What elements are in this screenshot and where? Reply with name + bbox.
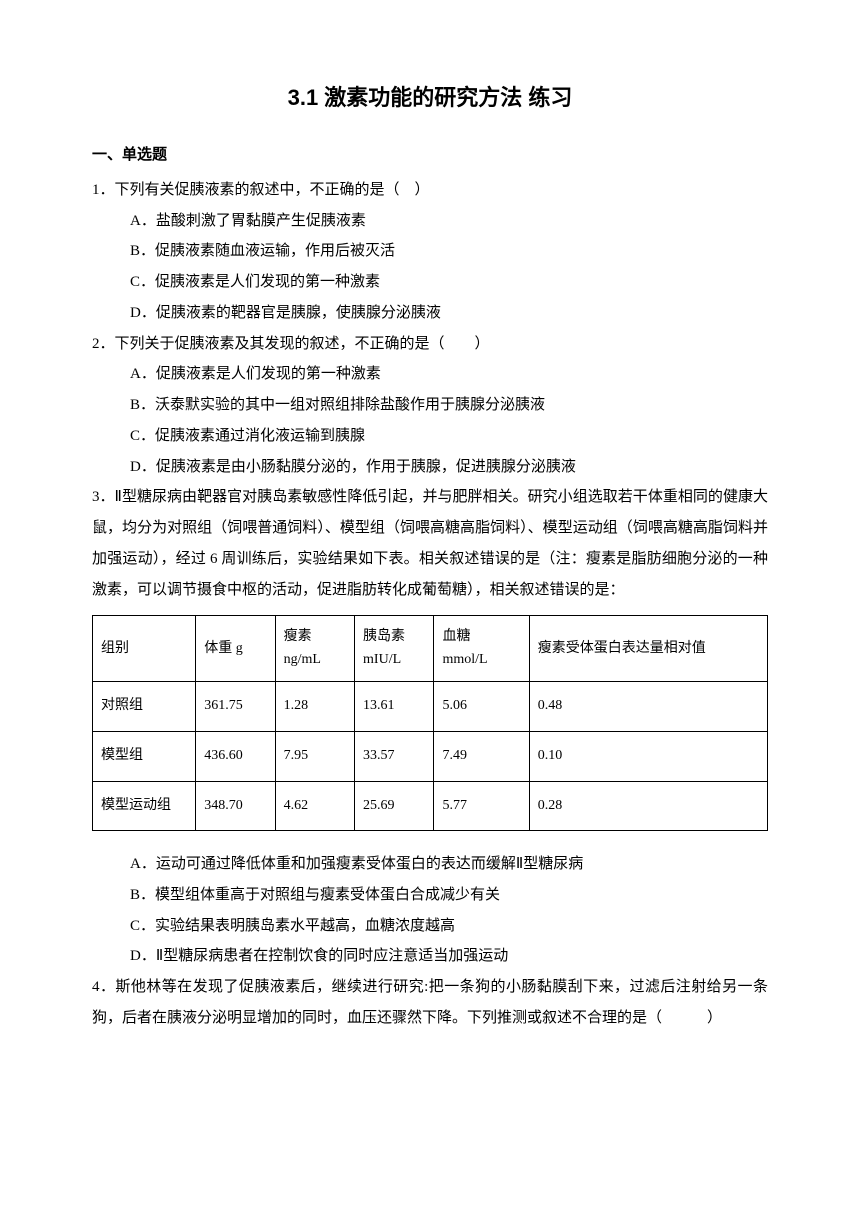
table-cell: 25.69 xyxy=(355,781,434,831)
option-d: D．Ⅱ型糖尿病患者在控制饮食的同时应注意适当加强运动 xyxy=(92,941,768,972)
question-3-options: A．运动可通过降低体重和加强瘦素受体蛋白的表达而缓解Ⅱ型糖尿病 B．模型组体重高… xyxy=(92,849,768,972)
table-row: 对照组 361.75 1.28 13.61 5.06 0.48 xyxy=(93,682,768,732)
table-cell: 0.48 xyxy=(529,682,767,732)
table-cell: 33.57 xyxy=(355,731,434,781)
table-header: 瘦素ng/mL xyxy=(275,616,354,682)
table-cell: 348.70 xyxy=(196,781,275,831)
option-a: A．盐酸刺激了胃黏膜产生促胰液素 xyxy=(92,206,768,237)
table-cell: 对照组 xyxy=(93,682,196,732)
question-stem: 3．Ⅱ型糖尿病由靶器官对胰岛素敏感性降低引起，并与肥胖相关。研究小组选取若干体重… xyxy=(92,482,768,605)
table-header: 瘦素受体蛋白表达量相对值 xyxy=(529,616,767,682)
table-header: 组别 xyxy=(93,616,196,682)
option-c: C．促胰液素是人们发现的第一种激素 xyxy=(92,267,768,298)
table-cell: 361.75 xyxy=(196,682,275,732)
table-cell: 0.28 xyxy=(529,781,767,831)
table-cell: 7.49 xyxy=(434,731,529,781)
table-header: 体重 g xyxy=(196,616,275,682)
section-header: 一、单选题 xyxy=(92,140,768,171)
question-stem: 1．下列有关促胰液素的叙述中，不正确的是（ ） xyxy=(92,175,768,206)
option-a: A．促胰液素是人们发现的第一种激素 xyxy=(92,359,768,390)
question-4: 4．斯他林等在发现了促胰液素后，继续进行研究:把一条狗的小肠黏膜刮下来，过滤后注… xyxy=(92,972,768,1034)
table-cell: 模型运动组 xyxy=(93,781,196,831)
table-cell: 5.77 xyxy=(434,781,529,831)
option-a: A．运动可通过降低体重和加强瘦素受体蛋白的表达而缓解Ⅱ型糖尿病 xyxy=(92,849,768,880)
question-1: 1．下列有关促胰液素的叙述中，不正确的是（ ） A．盐酸刺激了胃黏膜产生促胰液素… xyxy=(92,175,768,329)
data-table: 组别 体重 g 瘦素ng/mL 胰岛素mIU/L 血糖mmol/L 瘦素受体蛋白… xyxy=(92,615,768,831)
table-cell: 13.61 xyxy=(355,682,434,732)
option-d: D．促胰液素的靶器官是胰腺，使胰腺分泌胰液 xyxy=(92,298,768,329)
table-cell: 模型组 xyxy=(93,731,196,781)
option-c: C．实验结果表明胰岛素水平越高，血糖浓度越高 xyxy=(92,911,768,942)
question-stem: 4．斯他林等在发现了促胰液素后，继续进行研究:把一条狗的小肠黏膜刮下来，过滤后注… xyxy=(92,972,768,1034)
document-title: 3.1 激素功能的研究方法 练习 xyxy=(92,75,768,120)
option-d: D．促胰液素是由小肠黏膜分泌的，作用于胰腺，促进胰腺分泌胰液 xyxy=(92,452,768,483)
table-cell: 1.28 xyxy=(275,682,354,732)
table-cell: 7.95 xyxy=(275,731,354,781)
question-3: 3．Ⅱ型糖尿病由靶器官对胰岛素敏感性降低引起，并与肥胖相关。研究小组选取若干体重… xyxy=(92,482,768,605)
option-b: B．模型组体重高于对照组与瘦素受体蛋白合成减少有关 xyxy=(92,880,768,911)
table-cell: 4.62 xyxy=(275,781,354,831)
option-c: C．促胰液素通过消化液运输到胰腺 xyxy=(92,421,768,452)
option-b: B．促胰液素随血液运输，作用后被灭活 xyxy=(92,236,768,267)
table-cell: 436.60 xyxy=(196,731,275,781)
table-row: 模型运动组 348.70 4.62 25.69 5.77 0.28 xyxy=(93,781,768,831)
question-stem: 2．下列关于促胰液素及其发现的叙述，不正确的是（ ） xyxy=(92,329,768,360)
table-cell: 5.06 xyxy=(434,682,529,732)
option-b: B．沃泰默实验的其中一组对照组排除盐酸作用于胰腺分泌胰液 xyxy=(92,390,768,421)
table-header-row: 组别 体重 g 瘦素ng/mL 胰岛素mIU/L 血糖mmol/L 瘦素受体蛋白… xyxy=(93,616,768,682)
question-2: 2．下列关于促胰液素及其发现的叙述，不正确的是（ ） A．促胰液素是人们发现的第… xyxy=(92,329,768,483)
table-cell: 0.10 xyxy=(529,731,767,781)
table-header: 血糖mmol/L xyxy=(434,616,529,682)
table-row: 模型组 436.60 7.95 33.57 7.49 0.10 xyxy=(93,731,768,781)
table-header: 胰岛素mIU/L xyxy=(355,616,434,682)
